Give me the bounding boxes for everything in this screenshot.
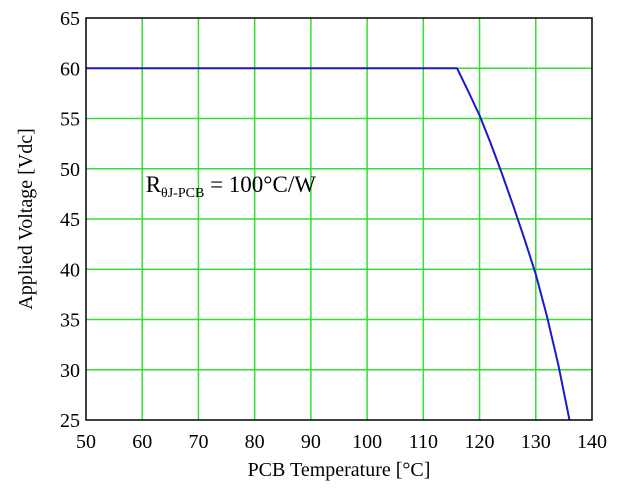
series-group xyxy=(86,67,571,421)
x-tick-label-140: 140 xyxy=(577,431,607,453)
x-tick-label-80: 80 xyxy=(245,431,265,453)
x-tick-label-90: 90 xyxy=(301,431,321,453)
x-tick-labels: 50 60 70 80 90 100 110 120 130 140 xyxy=(76,431,607,453)
y-tick-label-65: 65 xyxy=(60,8,80,30)
x-tick-label-120: 120 xyxy=(465,431,495,453)
x-tick-label-130: 130 xyxy=(521,431,551,453)
y-axis-label: Applied Voltage [Vdc] xyxy=(15,128,37,309)
series-line-0 xyxy=(86,67,571,421)
y-tick-label-25: 25 xyxy=(60,410,80,432)
x-tick-label-110: 110 xyxy=(409,431,438,453)
x-axis-label: PCB Temperature [°C] xyxy=(248,459,431,481)
annotation-main: R xyxy=(146,172,162,197)
y-tick-labels: 25 30 35 40 45 50 55 60 65 xyxy=(60,8,80,432)
x-tick-label-50: 50 xyxy=(76,431,96,453)
y-tick-label-50: 50 xyxy=(60,159,80,181)
y-tick-label-35: 35 xyxy=(60,310,80,332)
y-tick-label-55: 55 xyxy=(60,109,80,131)
y-tick-label-60: 60 xyxy=(60,58,80,80)
grid xyxy=(86,18,592,420)
y-tick-label-40: 40 xyxy=(60,259,80,281)
annotation-subscript: θJ-PCB xyxy=(161,186,204,201)
plot-frame xyxy=(85,17,593,421)
y-tick-label-30: 30 xyxy=(60,360,80,382)
x-tick-label-70: 70 xyxy=(188,431,208,453)
x-tick-label-60: 60 xyxy=(132,431,152,453)
annotation-thermal-resistance: RθJ-PCB = 100°C/W xyxy=(146,172,317,201)
y-tick-label-45: 45 xyxy=(60,209,80,231)
x-tick-label-100: 100 xyxy=(352,431,382,453)
annotation-suffix: = 100°C/W xyxy=(204,172,316,197)
